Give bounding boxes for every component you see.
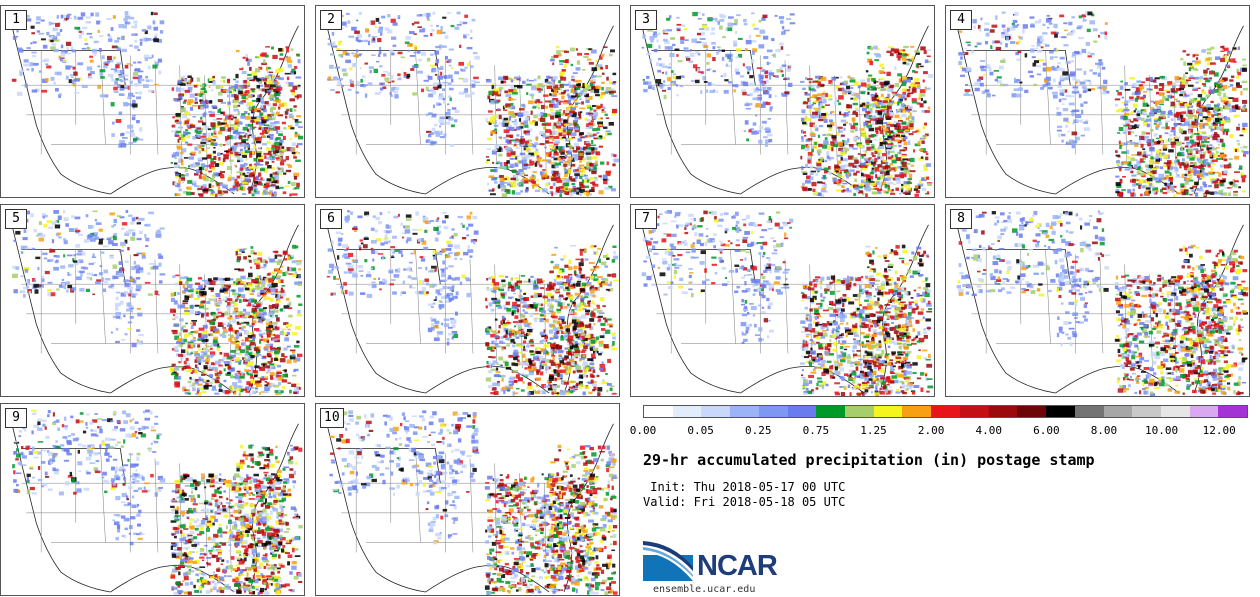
postage-stamp-panel: 10 bbox=[315, 403, 620, 596]
member-number-label: 3 bbox=[635, 10, 657, 30]
colorbar-swatch bbox=[1160, 406, 1190, 417]
precip-colorbar bbox=[643, 405, 1248, 418]
colorbar-swatch bbox=[902, 406, 932, 417]
colorbar-swatch bbox=[1218, 406, 1248, 417]
member-number-label: 6 bbox=[320, 209, 342, 229]
colorbar-swatch bbox=[758, 406, 788, 417]
colorbar-swatch bbox=[672, 406, 702, 417]
colorbar-swatch bbox=[931, 406, 960, 417]
member-number-label: 10 bbox=[320, 408, 344, 428]
colorbar-swatch bbox=[1017, 406, 1047, 417]
ncar-logo-text: NCAR bbox=[697, 550, 778, 582]
member-number-label: 2 bbox=[320, 10, 342, 30]
colorbar-swatch bbox=[701, 406, 731, 417]
member-number-label: 7 bbox=[635, 209, 657, 229]
colorbar-swatch bbox=[644, 406, 673, 417]
postage-stamp-panel: 7 bbox=[630, 204, 935, 397]
member-number-label: 8 bbox=[950, 209, 972, 229]
colorbar-tick-label: 0.00 bbox=[629, 424, 657, 437]
postage-stamp-panel: 8 bbox=[945, 204, 1250, 397]
colorbar-tick-label: 12.00 bbox=[1202, 424, 1236, 437]
member-number-label: 4 bbox=[950, 10, 972, 30]
colorbar-swatch bbox=[816, 406, 846, 417]
site-url: ensemble.ucar.edu bbox=[653, 584, 756, 595]
postage-stamp-panel: 6 bbox=[315, 204, 620, 397]
colorbar-swatch bbox=[787, 406, 817, 417]
colorbar-tick-label: 0.25 bbox=[744, 424, 772, 437]
member-number-label: 5 bbox=[5, 209, 27, 229]
postage-stamp-panel: 5 bbox=[0, 204, 305, 397]
colorbar-swatch bbox=[845, 406, 874, 417]
postage-stamp-panel: 2 bbox=[315, 5, 620, 198]
colorbar-swatch bbox=[730, 406, 759, 417]
colorbar-swatch bbox=[873, 406, 903, 417]
colorbar-swatch bbox=[1189, 406, 1219, 417]
chart-title: 29-hr accumulated precipitation (in) pos… bbox=[643, 451, 1095, 469]
valid-time: Valid: Fri 2018-05-18 05 UTC bbox=[643, 495, 846, 509]
colorbar-swatch bbox=[1046, 406, 1075, 417]
colorbar-swatch bbox=[959, 406, 989, 417]
postage-stamp-panel: 9 bbox=[0, 403, 305, 596]
postage-stamp-panel: 4 bbox=[945, 5, 1250, 198]
colorbar-swatch bbox=[1103, 406, 1133, 417]
colorbar-tick-label: 8.00 bbox=[1090, 424, 1118, 437]
colorbar-tick-label: 10.00 bbox=[1145, 424, 1179, 437]
colorbar-tick-label: 6.00 bbox=[1033, 424, 1060, 437]
colorbar-tick-label: 4.00 bbox=[975, 424, 1002, 437]
colorbar-tick-label: 0.05 bbox=[687, 424, 714, 437]
colorbar-tick-label: 2.00 bbox=[917, 424, 945, 437]
colorbar-swatch bbox=[1132, 406, 1161, 417]
postage-stamp-panel: 3 bbox=[630, 5, 935, 198]
ncar-logo-icon bbox=[643, 541, 693, 581]
colorbar-tick-label: 0.75 bbox=[802, 424, 830, 437]
colorbar-swatch bbox=[988, 406, 1018, 417]
init-time: Init: Thu 2018-05-17 00 UTC bbox=[643, 480, 846, 494]
postage-stamp-panel: 1 bbox=[0, 5, 305, 198]
colorbar-swatch bbox=[1074, 406, 1104, 417]
member-number-label: 1 bbox=[5, 10, 27, 30]
colorbar-tick-label: 1.25 bbox=[860, 424, 887, 437]
member-number-label: 9 bbox=[5, 408, 27, 428]
